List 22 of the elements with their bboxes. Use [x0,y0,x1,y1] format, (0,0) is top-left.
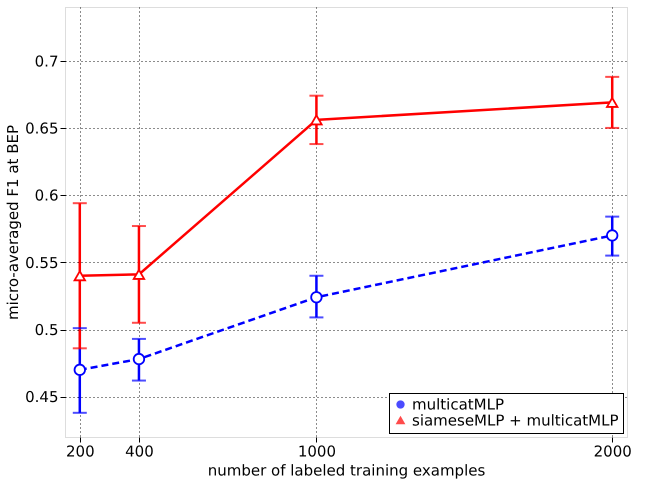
x-tick-label: 200 [66,442,95,460]
point [74,270,86,282]
point [74,364,86,376]
y-tick-label: 0.6 [34,186,58,205]
point [132,352,146,366]
legend-label: siameseMLP + multicatMLP [412,412,619,430]
point [310,114,323,126]
point [606,96,618,108]
y-tick-label: 0.55 [25,254,58,272]
y-tick-label: 0.5 [34,321,58,339]
x-tick-label: 1000 [298,442,336,460]
y-tick-label: 0.7 [34,52,58,70]
legend-label: multicatMLP [412,396,504,414]
x-tick-label: 2000 [594,442,632,460]
x-tick-label: 400 [125,442,154,460]
point [132,268,146,280]
y-tick-label: 0.65 [25,119,58,138]
point [310,291,323,304]
y-tick-label: 0.45 [25,388,58,406]
x-axis-title: number of labeled training examples [208,462,486,480]
y-axis-title: micro-averaged F1 at BEP [4,124,22,320]
point [606,229,618,242]
